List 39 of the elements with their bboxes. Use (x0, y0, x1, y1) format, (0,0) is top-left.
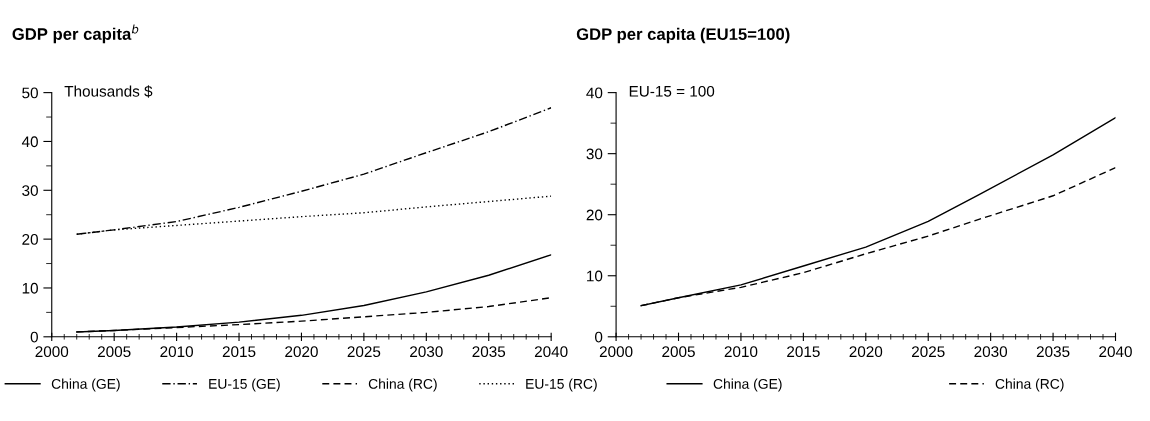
x-tick-label: 2035 (1036, 346, 1070, 358)
x-tick-label: 2005 (662, 346, 695, 358)
x-tick-label: 2035 (472, 346, 506, 358)
x-tick-label: 2030 (974, 346, 1008, 358)
chart-title: GDP per capita$^{b}$ (12, 24, 139, 44)
y-tick-label: 20 (586, 209, 603, 221)
x-tick-label: 2020 (285, 346, 318, 358)
x-tick-label: 2010 (160, 346, 193, 358)
y-tick-label: 20 (22, 234, 38, 245)
x-tick-label: 2000 (599, 346, 633, 358)
x-tick-label: 2040 (534, 346, 568, 358)
y-tick-label: 30 (586, 148, 603, 160)
x-tick-label: 2010 (724, 346, 758, 358)
legend-label: China (GE) (51, 378, 120, 392)
x-tick-label: 2025 (347, 346, 381, 358)
y-tick-label: 30 (22, 185, 38, 196)
chart-title: GDP per capita (EU15=100) (576, 27, 790, 44)
x-tick-label: 2015 (222, 346, 256, 358)
y-tick-label: 0 (594, 331, 603, 343)
legend-label: China (RC) (995, 378, 1064, 392)
y-tick-label: 50 (22, 87, 38, 99)
legend-label: China (GE) (713, 378, 782, 392)
y-axis-title: EU-15 = 100 (629, 85, 715, 97)
x-tick-label: 2005 (97, 346, 131, 358)
x-tick-label: 2020 (849, 346, 883, 358)
y-tick-label: 40 (586, 87, 603, 99)
y-tick-label: 0 (30, 331, 38, 343)
x-tick-label: 2030 (410, 346, 443, 358)
y-tick-label: 10 (22, 282, 38, 294)
legend-label: EU-15 (RC) (526, 378, 597, 392)
y-axis-title: Thousands $ (64, 85, 153, 98)
y-tick-label: 40 (21, 136, 38, 148)
x-tick-label: 2040 (1099, 346, 1132, 358)
y-tick-label: 10 (587, 270, 603, 282)
x-tick-label: 2015 (787, 346, 820, 358)
legend-label: EU-15 (GE) (209, 378, 280, 392)
x-tick-label: 2000 (35, 346, 69, 358)
x-tick-label: 2025 (912, 346, 945, 358)
legend-label: China (RC) (368, 378, 437, 392)
